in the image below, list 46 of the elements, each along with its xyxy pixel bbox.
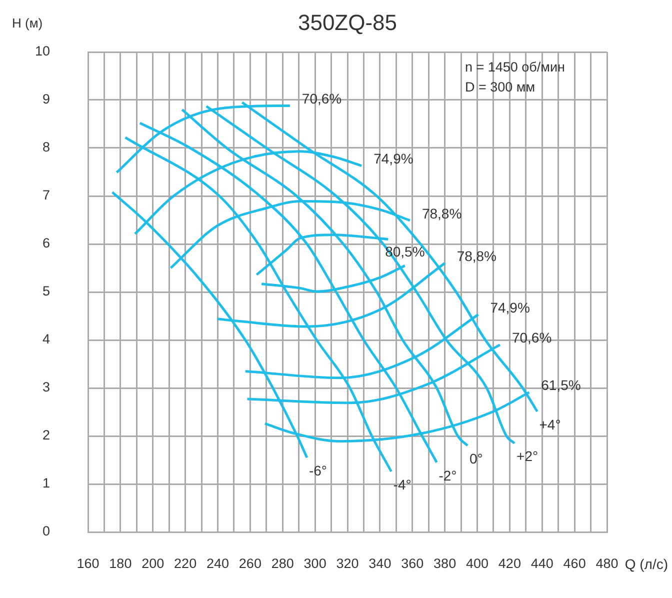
- y-tick-label: 9: [42, 92, 50, 107]
- x-tick-label: 480: [596, 556, 618, 571]
- y-tick-label: 8: [42, 140, 50, 155]
- y-tick-label: 6: [42, 236, 50, 251]
- x-tick-label: 420: [498, 556, 521, 571]
- x-tick-label: 380: [434, 556, 456, 571]
- y-axis-title: H (м): [12, 16, 43, 31]
- y-tick-label: 4: [42, 332, 50, 347]
- x-axis-title: Q (л/с): [624, 556, 668, 572]
- series-label: -4°: [393, 476, 412, 492]
- series-label: 61,5%: [541, 377, 581, 394]
- x-tick-label: 240: [206, 556, 230, 571]
- annotation: n = 1450 об/мин: [465, 60, 565, 75]
- x-tick-label: 360: [401, 556, 424, 571]
- series-label: 78,8%: [456, 248, 497, 264]
- x-tick-label: 160: [76, 556, 100, 571]
- y-tick-label: 1: [42, 476, 50, 491]
- y-tick-label: 10: [34, 44, 50, 59]
- y-tick-label: 2: [42, 428, 50, 443]
- x-tick-label: 440: [530, 556, 554, 571]
- x-tick-label: 320: [336, 556, 359, 571]
- x-tick-label: 180: [109, 556, 132, 571]
- chart-title: 350ZQ-85: [298, 10, 398, 36]
- annotation: D = 300 мм: [465, 80, 535, 95]
- series-label: 78,8%: [422, 205, 462, 222]
- series-label: -2°: [438, 467, 457, 484]
- series-label: +2°: [516, 448, 538, 464]
- y-tick-label: 0: [42, 524, 50, 539]
- x-tick-label: 460: [563, 556, 586, 571]
- x-tick-label: 340: [368, 556, 392, 571]
- x-tick-label: 300: [304, 556, 326, 571]
- series-label: 74,9%: [490, 299, 530, 316]
- series-label: +4°: [539, 416, 561, 432]
- y-tick-label: 7: [42, 188, 50, 203]
- series-label: 70,6%: [302, 90, 342, 107]
- x-tick-label: 220: [174, 556, 197, 571]
- x-tick-label: 280: [271, 556, 294, 571]
- series-label: 70,6%: [512, 330, 552, 346]
- series-label: 0°: [470, 450, 483, 466]
- x-tick-label: 260: [238, 556, 262, 571]
- series-label: 74,9%: [374, 150, 414, 167]
- y-tick-label: 5: [42, 284, 50, 299]
- x-tick-label: 400: [466, 556, 489, 571]
- series-label: -6°: [308, 462, 327, 478]
- y-tick-label: 3: [42, 380, 50, 395]
- x-tick-label: 200: [142, 556, 164, 571]
